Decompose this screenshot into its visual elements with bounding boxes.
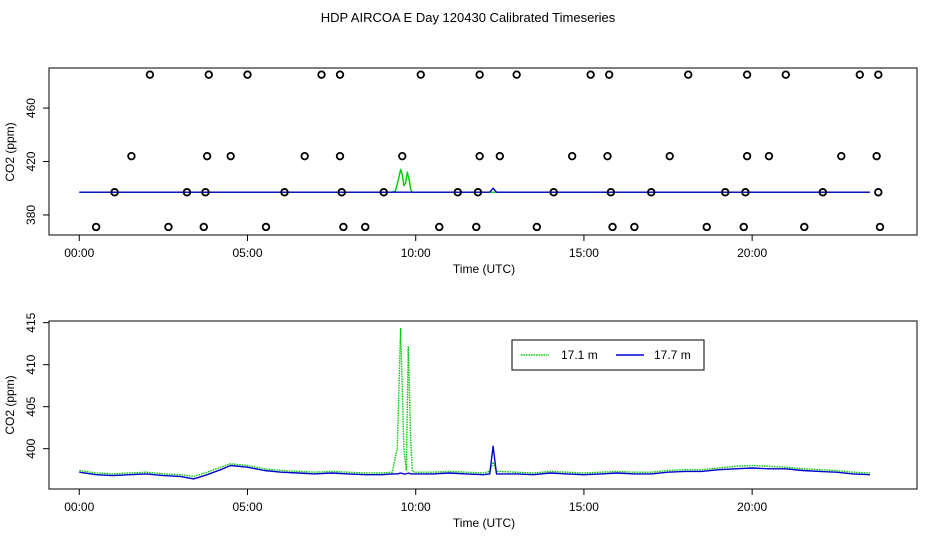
- data-point: [335, 151, 345, 161]
- data-point: [702, 222, 711, 232]
- data-point: [339, 222, 348, 232]
- data-point: [742, 70, 752, 79]
- x-tick-label: 15:00: [569, 500, 599, 514]
- plot-frame: [48, 320, 918, 490]
- series-line-2: [79, 187, 870, 193]
- data-point: [226, 151, 235, 161]
- y-tick-label: 400: [24, 438, 38, 458]
- series-line-1: [79, 327, 870, 478]
- chart-title: HDP AIRCOA E Day 120430 Calibrated Times…: [321, 10, 616, 25]
- data-point: [800, 222, 809, 232]
- data-point: [110, 188, 119, 197]
- data-point: [739, 222, 748, 232]
- data-point: [875, 222, 885, 232]
- data-point: [647, 188, 656, 197]
- data-point: [721, 188, 730, 197]
- data-point: [512, 70, 521, 79]
- series-line-2: [79, 445, 870, 480]
- data-point: [567, 151, 577, 161]
- y-tick-label: 405: [24, 396, 38, 416]
- x-tick-label: 05:00: [232, 500, 262, 514]
- y-tick-label: 410: [24, 354, 38, 374]
- data-point: [684, 70, 693, 79]
- x-tick-label: 20:00: [737, 500, 767, 514]
- plot-frame: [48, 67, 918, 236]
- y-tick-label: 415: [24, 312, 38, 332]
- data-point: [606, 188, 616, 197]
- data-point: [742, 151, 752, 161]
- data-point: [473, 188, 483, 197]
- bottom-panel: 00:00 05:00 10:00 15:00 20:00 Time (UTC) 400 40…: [3, 312, 918, 530]
- legend: 17.1 m 17.7 m: [511, 339, 705, 371]
- data-point: [475, 70, 484, 79]
- data-point: [204, 70, 214, 79]
- series-line-1: [79, 168, 870, 193]
- data-point: [361, 222, 370, 232]
- data-point: [764, 151, 774, 161]
- legend-label-2: 17.7 m: [654, 348, 691, 362]
- data-point: [855, 70, 865, 79]
- data-point: [201, 188, 210, 197]
- data-point: [164, 222, 173, 232]
- data-point: [874, 188, 883, 197]
- data-point: [317, 70, 326, 79]
- data-point: [495, 151, 505, 161]
- data-point: [475, 151, 484, 161]
- data-point: [145, 70, 155, 79]
- data-point: [337, 188, 346, 197]
- data-point: [741, 188, 750, 197]
- x-axis-label: Time (UTC): [453, 262, 515, 276]
- plot-area: [79, 70, 885, 232]
- data-point: [335, 70, 345, 79]
- data-point: [261, 222, 271, 232]
- data-point: [630, 222, 639, 232]
- data-point: [453, 188, 462, 197]
- x-tick-label: 15:00: [569, 246, 599, 260]
- data-point: [665, 151, 674, 161]
- data-point: [243, 70, 252, 79]
- data-point: [182, 188, 192, 197]
- plot-area: [79, 327, 870, 480]
- legend-label-1: 17.1 m: [561, 348, 598, 362]
- data-point: [472, 222, 481, 232]
- data-point: [603, 151, 612, 161]
- data-point: [608, 222, 617, 232]
- data-point: [416, 70, 425, 79]
- y-tick-label: 380: [24, 205, 38, 225]
- x-tick-label: 05:00: [232, 246, 262, 260]
- x-tick-label: 00:00: [64, 500, 94, 514]
- data-point: [127, 151, 136, 161]
- data-point: [586, 70, 595, 79]
- data-point: [837, 151, 846, 161]
- x-tick-label: 20:00: [737, 246, 767, 260]
- data-point: [398, 151, 407, 161]
- data-point: [549, 188, 558, 197]
- top-panel: 00:00 05:00 10:00 15:00 20:00 Time (UTC) 380 42…: [3, 67, 918, 276]
- data-point: [379, 188, 388, 197]
- y-axis-label: CO2 (ppm): [3, 375, 17, 434]
- y-tick-label: 420: [24, 151, 38, 171]
- x-tick-label: 10:00: [401, 246, 431, 260]
- data-point: [532, 222, 542, 232]
- data-point: [300, 151, 309, 161]
- data-point: [781, 70, 790, 79]
- y-axis-label: CO2 (ppm): [3, 122, 17, 181]
- data-point: [604, 70, 614, 79]
- y-tick-label: 460: [24, 98, 38, 118]
- data-point: [91, 222, 101, 232]
- data-point: [202, 151, 212, 161]
- data-point: [818, 188, 827, 197]
- x-axis-label: Time (UTC): [453, 516, 515, 530]
- x-tick-label: 00:00: [64, 246, 94, 260]
- data-point: [874, 70, 883, 79]
- data-point: [872, 151, 881, 161]
- data-point: [280, 188, 289, 197]
- data-point: [435, 222, 444, 232]
- x-tick-label: 10:00: [401, 500, 431, 514]
- data-point: [199, 222, 208, 232]
